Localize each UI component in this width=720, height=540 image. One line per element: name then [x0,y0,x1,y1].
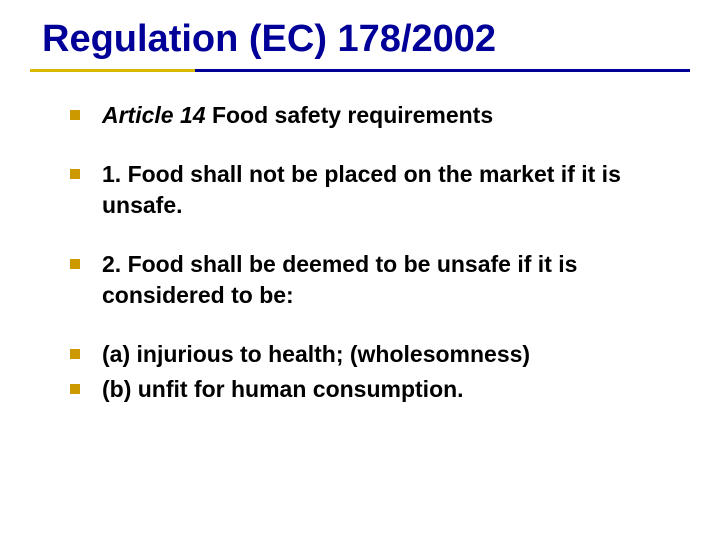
bullet-icon [70,169,80,179]
list-item-text: (a) injurious to health; (wholesomness) [102,339,530,370]
list-item-text: 2. Food shall be deemed to be unsafe if … [102,249,672,311]
list-item: 2. Food shall be deemed to be unsafe if … [70,249,672,311]
list-item: Article 14 Food safety requirements [70,100,672,131]
article-ref: Article 14 [102,102,206,128]
slide: Regulation (EC) 178/2002 Article 14 Food… [0,0,720,540]
list-item: 1. Food shall not be placed on the marke… [70,159,672,221]
list-item-text: Article 14 Food safety requirements [102,100,493,131]
bullet-icon [70,349,80,359]
list-item-text: (b) unfit for human consumption. [102,374,464,405]
bullet-icon [70,110,80,120]
title-wrap: Regulation (EC) 178/2002 [0,0,720,67]
bullet-icon [70,384,80,394]
slide-title: Regulation (EC) 178/2002 [42,18,690,61]
article-rest: Food safety requirements [206,102,494,128]
bullet-icon [70,259,80,269]
sub-list: (a) injurious to health; (wholesomness) … [70,339,672,405]
list-item: (a) injurious to health; (wholesomness) [70,339,672,370]
list-item-text: 1. Food shall not be placed on the marke… [102,159,672,221]
list-item: (b) unfit for human consumption. [70,374,672,405]
slide-body: Article 14 Food safety requirements 1. F… [0,72,720,405]
